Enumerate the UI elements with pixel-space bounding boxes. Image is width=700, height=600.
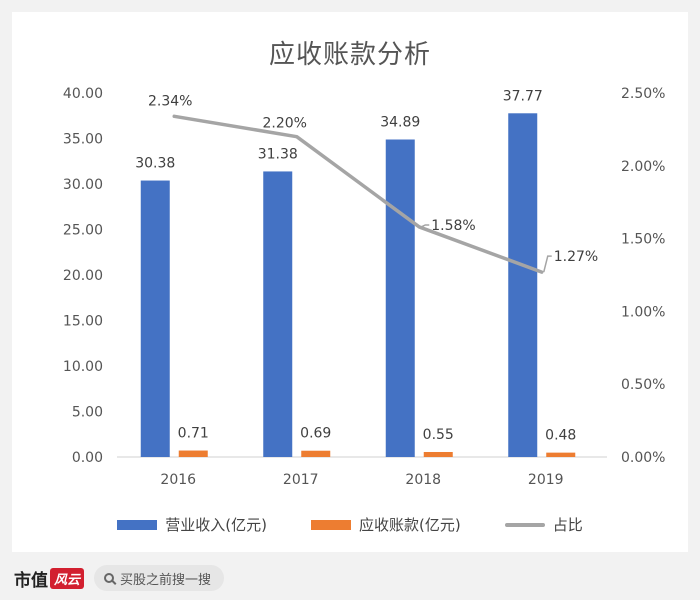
legend-label: 营业收入(亿元): [165, 516, 267, 534]
x-tick-label: 2018: [405, 472, 441, 488]
data-label-leader: [420, 224, 430, 228]
data-label: 34.89: [380, 115, 420, 131]
y-left-tick-label: 40.00: [63, 86, 103, 102]
bar-revenue: [140, 180, 170, 458]
line-data-label: 2.20%: [263, 116, 307, 132]
chart-canvas: 0.00 5.00 10.00 15.00 20.00 25.00 30.00 35.00 40…: [63, 86, 666, 488]
legend-label: 应收账款(亿元): [358, 516, 461, 534]
y-right-tick-label: 1.50%: [621, 232, 665, 248]
legend-item: 占比: [504, 514, 583, 535]
line-data-label: 2.34%: [148, 93, 192, 109]
line-share: [172, 114, 544, 274]
data-label: 30.38: [135, 156, 175, 172]
data-label: 0.55: [423, 427, 454, 443]
y-left-tick-label: 15.00: [63, 314, 103, 330]
legend-swatch: [310, 519, 351, 530]
legend-label: 占比: [552, 516, 583, 534]
bar-revenue: [263, 171, 293, 457]
line-data-label: 1.58%: [431, 218, 475, 234]
y-left-tick-label: 25.00: [63, 223, 103, 239]
legend-item: 应收账款(亿元): [310, 514, 461, 535]
brand-text: 市值: [14, 570, 48, 591]
chart-card: 应收账款分析 0.00 5.00 10.00 15.00 20.00 25.00 30.00…: [12, 12, 688, 552]
bar-receivables: [301, 450, 331, 457]
y-right-tick-label: 1.00%: [621, 304, 665, 320]
data-label: 0.48: [545, 428, 576, 444]
search-icon: [104, 573, 115, 583]
data-label: 0.71: [178, 426, 209, 442]
bar-revenue: [385, 139, 415, 457]
chart-title: 应收账款分析: [268, 40, 431, 70]
x-tick-label: 2017: [283, 472, 319, 488]
y-left-tick-label: 10.00: [63, 359, 103, 375]
y-right-tick-label: 0.00%: [621, 450, 665, 466]
chart-legend: 营业收入(亿元) 应收账款(亿元) 占比: [12, 514, 688, 535]
search-box[interactable]: 买股之前搜一搜: [94, 565, 225, 591]
x-tick-label: 2016: [160, 472, 196, 488]
legend-item: 营业收入(亿元): [117, 514, 267, 535]
y-right-tick-label: 0.50%: [621, 377, 665, 393]
legend-swatch: [504, 522, 545, 527]
y-right-tick-label: 2.00%: [621, 159, 665, 175]
y-left-tick-label: 0.00: [72, 450, 103, 466]
bar-receivables: [178, 450, 208, 457]
x-tick-label: 2019: [528, 472, 564, 488]
footer-bar: 市值 风云 买股之前搜一搜: [0, 556, 700, 600]
bar-receivables: [423, 451, 453, 457]
data-label: 0.69: [300, 426, 331, 442]
search-placeholder: 买股之前搜一搜: [120, 572, 212, 588]
y-left-tick-label: 20.00: [63, 268, 103, 284]
legend-swatch: [117, 519, 158, 530]
brand-logo[interactable]: 市值 风云: [14, 566, 85, 591]
y-left-tick-label: 30.00: [63, 177, 103, 193]
y-right-tick-label: 2.50%: [621, 86, 665, 102]
y-left-tick-label: 35.00: [63, 132, 103, 148]
data-label-leader: [543, 255, 552, 273]
y-left-tick-label: 5.00: [72, 405, 103, 421]
line-data-label: 1.27%: [554, 249, 598, 265]
bar-revenue: [508, 113, 538, 457]
brand-mark: 风云: [50, 567, 85, 589]
bar-receivables: [546, 452, 576, 457]
data-label: 31.38: [258, 146, 298, 162]
data-label: 37.77: [503, 88, 543, 104]
